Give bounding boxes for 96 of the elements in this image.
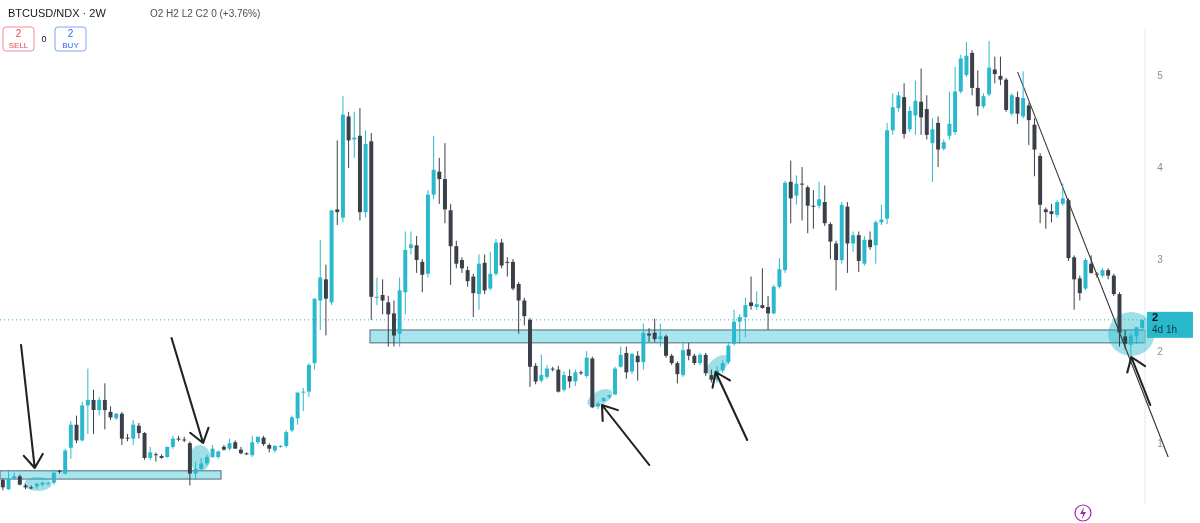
candlestick <box>579 369 583 376</box>
candlestick <box>420 258 425 293</box>
candlestick <box>1077 275 1082 302</box>
candlestick <box>74 415 79 444</box>
candlestick <box>437 157 442 205</box>
candlestick <box>374 277 379 306</box>
candlestick <box>777 257 782 290</box>
candlestick <box>862 235 867 267</box>
candlestick <box>1060 183 1065 207</box>
candlestick <box>760 267 765 310</box>
candlestick <box>834 240 839 291</box>
candlestick <box>675 360 680 384</box>
candlestick <box>346 111 351 169</box>
candlestick <box>91 389 96 435</box>
chart-subtitle: O2 H2 L2 C2 0 (+3.76%) <box>150 8 261 19</box>
candlestick <box>851 230 856 253</box>
candlestick <box>301 387 306 412</box>
candlestick <box>618 346 623 369</box>
y-tick-label: 2 <box>1157 345 1164 357</box>
candlestick <box>584 350 589 379</box>
candlestick <box>817 181 822 209</box>
candlestick <box>975 69 980 117</box>
candlestick <box>323 264 328 336</box>
candlestick <box>630 352 634 375</box>
annotation: 2 <box>67 28 74 39</box>
candlestick <box>624 346 629 380</box>
candlestick <box>414 235 419 274</box>
candlestick <box>567 369 572 389</box>
candlestick <box>766 295 771 331</box>
candlestick <box>488 251 493 291</box>
candlestick <box>533 362 538 385</box>
candlestick <box>63 448 68 475</box>
candlestick <box>1072 254 1077 311</box>
candlestick <box>1111 273 1116 297</box>
candlestick <box>828 221 833 260</box>
candlestick <box>516 281 521 335</box>
chart-title: BTCUSD/NDX · 2W <box>8 7 107 19</box>
annotation: SELL <box>8 41 29 50</box>
candlestick <box>1026 102 1031 146</box>
candlestick <box>664 334 669 359</box>
candlestick <box>1089 254 1094 275</box>
candlestick <box>652 318 657 343</box>
candlestick <box>1015 91 1020 125</box>
candlestick <box>998 56 1003 86</box>
candlestick <box>754 290 759 311</box>
candlestick <box>726 341 731 365</box>
candlestick <box>97 396 102 417</box>
candlestick <box>930 117 935 183</box>
candlestick <box>811 189 816 230</box>
annotation: 0 <box>41 34 47 44</box>
text: 4d 1h <box>1152 323 1178 335</box>
candlestick <box>562 370 566 393</box>
candlestick <box>1128 332 1133 358</box>
candlestick <box>800 166 805 221</box>
candlestick <box>102 382 107 430</box>
y-tick-label: 4 <box>1157 161 1164 173</box>
candlestick <box>454 240 459 269</box>
candlestick <box>635 350 640 382</box>
candlestick <box>522 297 527 326</box>
annotation: BUY <box>62 41 80 50</box>
candlestick <box>749 276 754 311</box>
candlestick <box>153 451 158 463</box>
candlestick <box>703 352 708 377</box>
candlestick <box>85 368 90 435</box>
annotation: 2 <box>15 28 22 39</box>
candlestick <box>136 422 141 440</box>
candlestick <box>380 278 385 315</box>
candlestick <box>868 230 873 251</box>
candlestick <box>794 174 799 206</box>
candlestick <box>947 91 952 140</box>
candlestick <box>68 420 73 460</box>
candlestick <box>658 323 663 348</box>
candlestick <box>992 56 997 84</box>
candlestick <box>391 300 396 348</box>
candlestick <box>805 184 810 234</box>
candlestick <box>788 160 793 224</box>
y-tick-label: 3 <box>1157 253 1164 265</box>
candlestick <box>221 444 226 452</box>
candlestick <box>131 419 136 446</box>
candlestick <box>386 295 391 348</box>
candlestick <box>539 354 544 383</box>
candlestick <box>556 365 561 394</box>
candlestick <box>822 184 827 227</box>
y-tick-label: 5 <box>1157 69 1164 81</box>
candlestick <box>408 230 413 255</box>
candlestick <box>335 139 340 226</box>
candlestick <box>873 219 878 265</box>
candlestick <box>919 68 924 136</box>
candlestick <box>204 453 209 466</box>
candlestick <box>250 435 255 458</box>
candlestick <box>1021 70 1026 119</box>
y-tick-label: 1 <box>1157 437 1164 449</box>
candlestick <box>459 256 464 274</box>
candlestick <box>1009 92 1014 117</box>
candlestick <box>193 461 198 481</box>
candlestick <box>1123 329 1128 350</box>
